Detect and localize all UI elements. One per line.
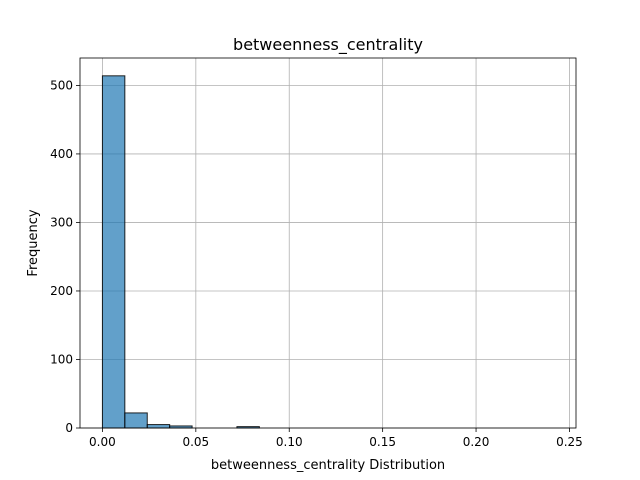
- x-tick-label: 0.10: [276, 435, 303, 449]
- plot-frame: [79, 57, 577, 429]
- y-tick-label: 0: [65, 421, 73, 435]
- x-tick-label: 0.25: [556, 435, 583, 449]
- axis-ticks: 0.00 0.05 0.10 0.15 0.20 0.25 0 100 200 300 400 500: [50, 78, 583, 449]
- x-tick-label: 0.00: [89, 435, 116, 449]
- x-axis-label: betweenness_centrality Distribution: [211, 458, 445, 473]
- y-tick-label: 500: [50, 78, 73, 92]
- x-tick-label: 0.05: [182, 435, 209, 449]
- y-tick-label: 100: [50, 352, 73, 366]
- y-tick-label: 300: [50, 215, 73, 229]
- y-tick-label: 400: [50, 147, 73, 161]
- x-tick-label: 0.15: [369, 435, 396, 449]
- chart-title: betweenness_centrality: [233, 35, 423, 55]
- histogram-bar: [146, 424, 171, 429]
- x-tick-label: 0.20: [463, 435, 490, 449]
- histogram-bars: [101, 75, 260, 429]
- histogram-bar: [101, 75, 126, 429]
- y-axis-label: Frequency: [26, 209, 41, 276]
- grid-lines: [80, 58, 576, 429]
- y-tick-label: 200: [50, 284, 73, 298]
- histogram-bar: [124, 412, 148, 429]
